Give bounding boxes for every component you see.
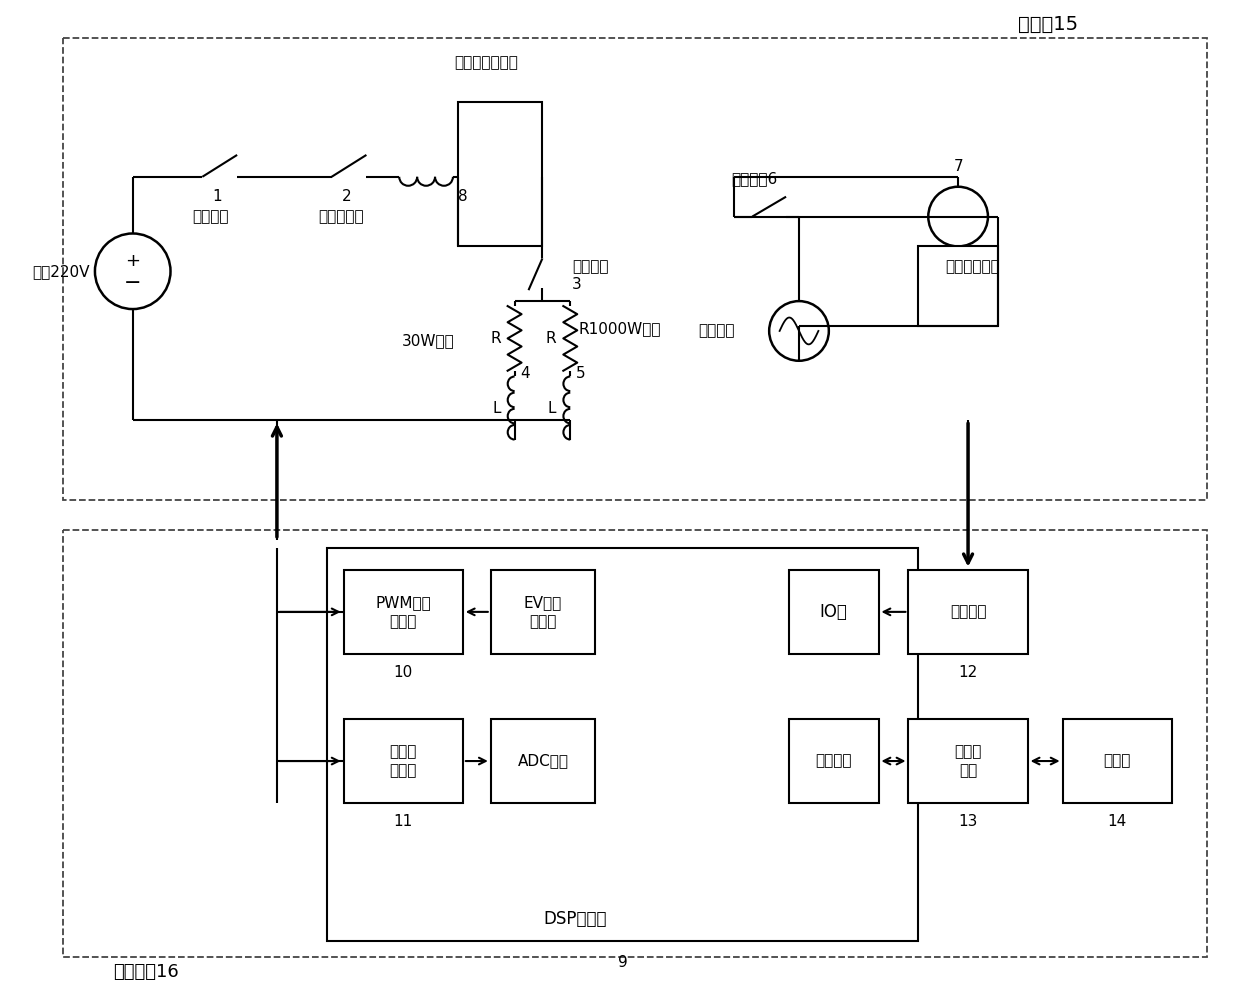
Bar <box>343 719 463 803</box>
Bar <box>63 530 1207 957</box>
Text: 1: 1 <box>212 189 222 204</box>
Text: DSP控制器: DSP控制器 <box>543 910 606 928</box>
Bar <box>63 38 1207 500</box>
Text: 继电保护装置: 继电保护装置 <box>946 259 1001 274</box>
Text: 直流电压变送器: 直流电压变送器 <box>454 55 517 70</box>
Text: 14: 14 <box>1107 814 1127 829</box>
Text: L: L <box>548 401 557 416</box>
Text: 控制开关: 控制开关 <box>573 259 609 274</box>
Text: R1000W回路: R1000W回路 <box>578 321 661 336</box>
Text: EV事件
管理器: EV事件 管理器 <box>523 595 562 629</box>
Text: 数字电路: 数字电路 <box>950 604 986 619</box>
Text: 7: 7 <box>954 159 963 174</box>
Text: 4: 4 <box>521 366 531 381</box>
Text: +: + <box>125 252 140 270</box>
Text: 控制开关: 控制开关 <box>192 209 228 224</box>
Text: ADC模块: ADC模块 <box>517 754 568 769</box>
Bar <box>458 102 542 246</box>
Text: 8: 8 <box>458 189 467 204</box>
Text: 控制电路16: 控制电路16 <box>113 963 179 981</box>
Text: 30W回路: 30W回路 <box>402 333 455 348</box>
Bar <box>789 570 879 654</box>
Bar <box>326 548 919 941</box>
Bar <box>909 719 1028 803</box>
Text: 11: 11 <box>393 814 413 829</box>
Text: R: R <box>490 331 501 346</box>
Text: 电压采
集电路: 电压采 集电路 <box>389 744 417 778</box>
Text: 继电器触点: 继电器触点 <box>319 209 365 224</box>
Text: 2: 2 <box>342 189 351 204</box>
Text: 直流220V: 直流220V <box>32 264 89 279</box>
Bar <box>919 246 998 326</box>
Bar <box>909 570 1028 654</box>
Text: R: R <box>546 331 557 346</box>
Text: 控制开关6: 控制开关6 <box>732 171 777 186</box>
Text: 10: 10 <box>393 665 413 680</box>
Text: 上位机: 上位机 <box>1104 754 1131 769</box>
Text: 9: 9 <box>618 955 627 970</box>
Bar <box>343 570 463 654</box>
Text: 13: 13 <box>959 814 978 829</box>
Text: 5: 5 <box>577 366 585 381</box>
Bar <box>491 719 595 803</box>
Bar <box>491 570 595 654</box>
Text: 通信模块: 通信模块 <box>816 754 852 769</box>
Bar <box>789 719 879 803</box>
Text: 故障电流: 故障电流 <box>698 323 734 338</box>
Text: 3: 3 <box>573 277 582 292</box>
Text: 主电路15: 主电路15 <box>1018 15 1078 34</box>
Text: L: L <box>492 401 501 416</box>
Text: PWM波调
理电路: PWM波调 理电路 <box>376 595 432 629</box>
Text: −: − <box>124 273 141 293</box>
Text: 以太网
电路: 以太网 电路 <box>955 744 982 778</box>
Bar <box>1063 719 1172 803</box>
Text: 12: 12 <box>959 665 977 680</box>
Text: IO口: IO口 <box>820 603 848 621</box>
